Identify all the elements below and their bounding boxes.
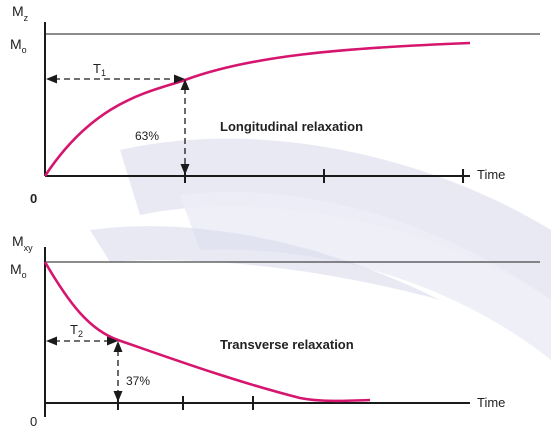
top-y-axis-label: Mz — [12, 3, 29, 23]
bottom-panel: Mxy Mo T2 37% Transverse relaxation Time… — [10, 233, 540, 429]
top-mo-label: Mo — [10, 36, 27, 55]
longitudinal-recovery-curve — [43, 41, 471, 177]
t2-arrowhead-left — [46, 336, 57, 346]
bottom-origin-label: 0 — [30, 414, 37, 429]
percent63-label: 63% — [135, 129, 159, 143]
t2-label: T2 — [70, 322, 83, 339]
top-origin-label: 0 — [30, 191, 37, 206]
t1-label: T1 — [93, 61, 106, 78]
background-swoosh — [90, 138, 551, 360]
percent63-arrowhead-up — [180, 79, 190, 90]
top-panel: Mz Mo T1 63% Longitudinal relaxation Tim… — [10, 3, 540, 206]
top-time-axis-label: Time — [477, 167, 505, 182]
longitudinal-relaxation-title: Longitudinal relaxation — [220, 119, 363, 134]
bottom-y-axis-label: Mxy — [12, 233, 33, 253]
percent63-arrowhead-down — [180, 164, 190, 175]
bottom-mo-label: Mo — [10, 261, 27, 280]
t1-arrowhead-right — [174, 74, 185, 84]
transverse-relaxation-title: Transverse relaxation — [220, 337, 354, 352]
t1-arrowhead-left — [46, 74, 57, 84]
percent37-arrowhead-down — [113, 391, 123, 402]
t2-arrowhead-right — [107, 336, 118, 346]
percent37-arrowhead-up — [113, 341, 123, 352]
bottom-time-axis-label: Time — [477, 395, 505, 410]
percent37-label: 37% — [126, 374, 150, 388]
transverse-decay-curve — [43, 261, 371, 403]
